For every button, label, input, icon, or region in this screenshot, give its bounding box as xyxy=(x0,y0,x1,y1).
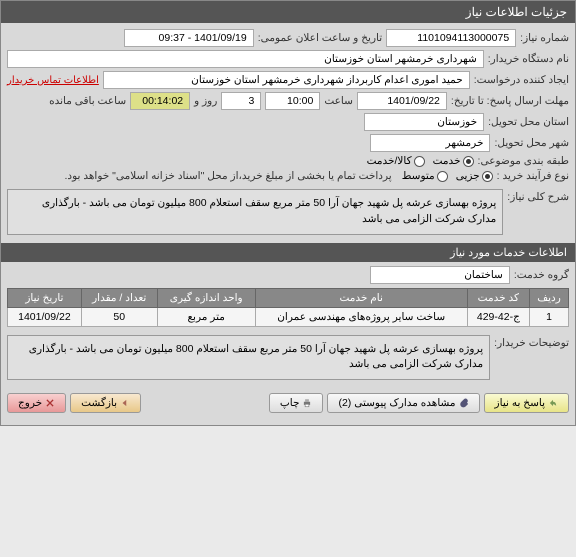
requester-label: ایجاد کننده درخواست: xyxy=(474,74,569,86)
back-icon xyxy=(120,398,130,408)
radio-goods-service[interactable]: کالا/خدمت xyxy=(367,155,425,167)
print-button[interactable]: چاپ xyxy=(269,393,324,413)
contact-link[interactable]: اطلاعات تماس خریدار xyxy=(7,75,99,86)
print-icon xyxy=(302,398,312,408)
remaining-time: 00:14:02 xyxy=(130,92,190,110)
services-table: ردیف کد خدمت نام خدمت واحد اندازه گیری ت… xyxy=(7,288,569,327)
attachments-button[interactable]: مشاهده مدارک پیوستی (2) xyxy=(327,393,479,413)
buyer-desc-box: پروژه بهسازی عرشه پل شهید جهان آرا 50 مت… xyxy=(7,335,490,381)
reply-icon xyxy=(548,398,558,408)
th-row: ردیف xyxy=(530,288,569,307)
cell-code: ج-42-429 xyxy=(467,307,529,326)
main-window: جزئیات اطلاعات نیاز شماره نیاز: 11010941… xyxy=(0,0,576,426)
need-number-value: 1101094113000075 xyxy=(386,29,516,47)
th-date: تاریخ نیاز xyxy=(8,288,82,307)
back-button[interactable]: بازگشت xyxy=(70,393,141,413)
announce-value: 1401/09/19 - 09:37 xyxy=(124,29,254,47)
deadline-date: 1401/09/22 xyxy=(357,92,447,110)
content-area: شماره نیاز: 1101094113000075 تاریخ و ساع… xyxy=(1,23,575,425)
province-label: استان محل تحویل: xyxy=(488,116,569,128)
cell-qty: 50 xyxy=(81,307,157,326)
radio-icon xyxy=(482,171,493,182)
radio-icon xyxy=(463,156,474,167)
service-group-value: ساختمان xyxy=(370,266,510,284)
th-qty: تعداد / مقدار xyxy=(81,288,157,307)
remaining-label: ساعت باقی مانده xyxy=(49,95,126,107)
category-label: طبقه بندی موضوعی: xyxy=(478,155,569,167)
requester-value: حمید اموری اعدام کاربرداز شهرداری خرمشهر… xyxy=(103,71,470,89)
window-titlebar: جزئیات اطلاعات نیاز xyxy=(1,1,575,23)
th-name: نام خدمت xyxy=(255,288,467,307)
buyer-desc-label: توضیحات خریدار: xyxy=(494,331,569,349)
exit-icon xyxy=(45,398,55,408)
radio-icon xyxy=(437,171,448,182)
days-label: روز و xyxy=(194,95,217,107)
exit-button[interactable]: خروج xyxy=(7,393,66,413)
process-label: نوع فرآیند خرید : xyxy=(497,170,569,182)
th-unit: واحد اندازه گیری xyxy=(157,288,255,307)
table-row[interactable]: 1 ج-42-429 ساخت سایر پروژه‌های مهندسی عم… xyxy=(8,307,569,326)
services-section-header: اطلاعات خدمات مورد نیاز xyxy=(1,243,575,262)
need-number-label: شماره نیاز: xyxy=(520,32,569,44)
table-header-row: ردیف کد خدمت نام خدمت واحد اندازه گیری ت… xyxy=(8,288,569,307)
th-code: کد خدمت xyxy=(467,288,529,307)
button-row: پاسخ به نیاز مشاهده مدارک پیوستی (2) چاپ… xyxy=(7,387,569,419)
city-label: شهر محل تحویل: xyxy=(494,137,569,149)
cell-name: ساخت سایر پروژه‌های مهندسی عمران xyxy=(255,307,467,326)
announce-label: تاریخ و ساعت اعلان عمومی: xyxy=(258,32,382,44)
radio-service[interactable]: خدمت xyxy=(433,155,474,167)
respond-button[interactable]: پاسخ به نیاز xyxy=(484,393,569,413)
process-note: پرداخت تمام یا بخشی از مبلغ خرید،از محل … xyxy=(65,170,392,182)
cell-date: 1401/09/22 xyxy=(8,307,82,326)
buyer-label: نام دستگاه خریدار: xyxy=(488,53,569,65)
service-group-label: گروه خدمت: xyxy=(514,269,569,281)
attachment-icon xyxy=(459,398,469,408)
process-radio-group: جزیی متوسط xyxy=(402,170,493,182)
category-radio-group: خدمت کالا/خدمت xyxy=(367,155,474,167)
deadline-label: مهلت ارسال پاسخ: تا تاریخ: xyxy=(451,95,569,107)
buyer-value: شهرداری خرمشهر استان خوزستان xyxy=(7,50,484,68)
radio-minor[interactable]: جزیی xyxy=(456,170,493,182)
province-value: خوزستان xyxy=(364,113,484,131)
need-title-label: شرح کلی نیاز: xyxy=(507,185,569,203)
radio-icon xyxy=(414,156,425,167)
deadline-days: 3 xyxy=(221,92,261,110)
deadline-time: 10:00 xyxy=(265,92,320,110)
cell-row: 1 xyxy=(530,307,569,326)
time-label: ساعت xyxy=(324,95,353,107)
radio-medium[interactable]: متوسط xyxy=(402,170,448,182)
city-value: خرمشهر xyxy=(370,134,490,152)
window-title: جزئیات اطلاعات نیاز xyxy=(466,5,567,19)
cell-unit: متر مربع xyxy=(157,307,255,326)
need-title-box: پروژه بهسازی عرشه پل شهید جهان آرا 50 مت… xyxy=(7,189,503,235)
